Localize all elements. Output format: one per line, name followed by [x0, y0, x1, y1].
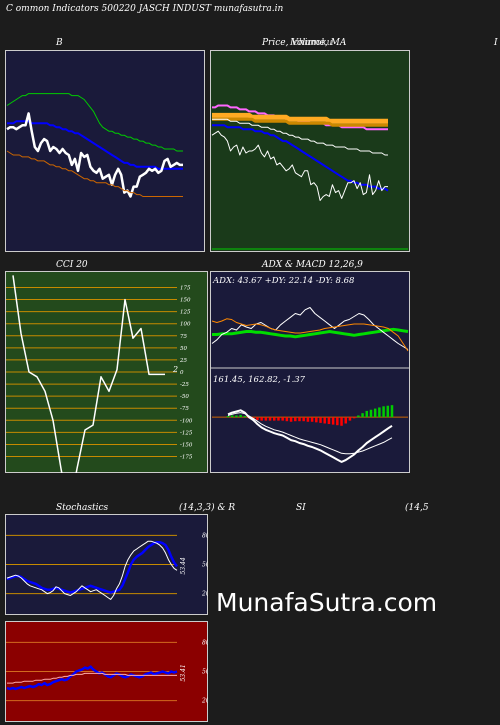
rsi-title: SI — [296, 503, 306, 513]
adx-values-label: ADX: 43.67 +DY: 22.14 -DY: 8.68 — [212, 276, 355, 286]
tick-label: 80 — [202, 639, 208, 646]
bollinger-series-line — [6, 150, 183, 197]
tick-label: 80 — [202, 532, 208, 539]
price-title-edge: I — [494, 38, 498, 48]
bollinger-chart — [5, 50, 205, 252]
series-line — [6, 540, 178, 600]
price-series-line — [212, 118, 388, 156]
cci-tick-label: -100 — [180, 418, 193, 424]
cci-last-value: 2 — [172, 365, 178, 374]
cci-series-line — [12, 275, 165, 473]
plot-area — [210, 50, 410, 252]
price-series-line — [212, 117, 388, 127]
cci-title: CCI 20 — [56, 260, 88, 270]
cci-tick-label: 100 — [180, 322, 191, 328]
cci-tick-label: -25 — [180, 382, 189, 388]
cci-tick-label: 125 — [180, 310, 191, 316]
value-label: 53.41 — [180, 664, 187, 681]
cci-tick-label: -150 — [180, 442, 193, 448]
cci-tick-label: 25 — [179, 358, 187, 364]
cci-tick-label: 75 — [180, 334, 187, 340]
adx-macd-title: ADX & MACD 12,26,9 — [262, 260, 363, 270]
stoch-title: Stochastics — [56, 503, 109, 513]
cci-tick-label: 50 — [180, 346, 187, 352]
price-title: Price, Volume, MA — [262, 38, 347, 48]
price-ma-chart — [210, 50, 410, 252]
price-series-line — [212, 124, 389, 192]
bollinger-series-line — [6, 93, 183, 152]
macd-signal-line — [227, 412, 393, 455]
cci-tick-label: -50 — [180, 394, 189, 400]
cci-tick-label: 175 — [180, 285, 191, 291]
macd-line — [227, 409, 393, 463]
adx-series-line — [211, 318, 409, 352]
cci-tick-label: -75 — [180, 406, 189, 412]
cci-tick-label: 150 — [180, 298, 191, 304]
bollinger-series-line — [7, 120, 183, 170]
bollinger-title: B — [56, 38, 63, 48]
brand-watermark: MunafaSutra.com — [216, 588, 438, 617]
adx-macd-chart: ADX: 43.67 +DY: 22.14 -DY: 8.68 161.45, 1… — [210, 271, 410, 473]
cci-tick-label: -125 — [180, 430, 193, 436]
plot-area — [210, 271, 410, 473]
tick-label: 20 — [201, 698, 208, 705]
adx-series-line — [212, 327, 409, 339]
series-line — [7, 672, 177, 684]
tick-label: 50 — [202, 669, 208, 676]
value-label: 53.44 — [180, 557, 187, 574]
series-line — [6, 665, 178, 691]
tick-label: 50 — [202, 562, 208, 569]
bollinger-series-line — [6, 112, 183, 198]
page-title: C ommon Indicators 500220 JASCH INDUST m… — [6, 4, 284, 14]
series-line — [6, 540, 178, 594]
macd-values-label: 161.45, 162.82, -1.37 — [213, 375, 306, 385]
cci-chart: 175 150 125 100 75 50 25 0 -25 -50 -75 -100 -125 -150… — [5, 271, 208, 473]
cci-tick-label: -175 — [180, 455, 193, 461]
stochastics-chart: 80 50 20 53.44 — [5, 514, 208, 615]
stoch-params: (14,3,3) & R — [179, 503, 236, 513]
rsi-params: (14,5 — [405, 503, 429, 513]
price-series-line — [212, 112, 388, 124]
ichimoku-overlay-title: Ichimoku — [290, 38, 333, 48]
cci-tick-label: 0 — [180, 370, 184, 376]
rsi-chart: 80 50 20 53.41 — [5, 621, 208, 722]
tick-label: 20 — [201, 591, 208, 598]
price-series-line — [211, 130, 388, 201]
